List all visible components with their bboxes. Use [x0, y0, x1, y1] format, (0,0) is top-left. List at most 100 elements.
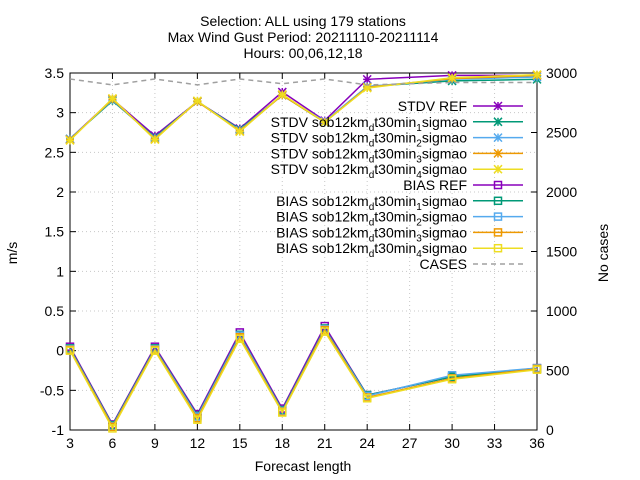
legend-label: BIAS sob12kmdt30min1sigmao [276, 193, 467, 213]
x-tick-label: 33 [487, 435, 503, 451]
y2-tick-label: 3000 [546, 65, 577, 81]
data-point [235, 334, 245, 344]
legend-label: STDV REF [398, 98, 467, 114]
legend-label-part: sigmao [422, 240, 467, 256]
legend-sample-marker [493, 101, 503, 111]
data-point [362, 394, 372, 403]
y-tick-label: 0.5 [45, 303, 65, 319]
legend-label-part: t30min [374, 145, 416, 161]
legend-label-part: sigmao [422, 209, 467, 225]
series-line [69, 330, 538, 430]
legend-label: BIAS REF [403, 177, 467, 193]
data-point [192, 96, 202, 106]
legend-label-part: BIAS sob12km [276, 209, 369, 225]
y-tick-label: 2 [56, 184, 64, 200]
data-point [320, 117, 330, 127]
data-point [278, 408, 287, 417]
x-tick-label: 12 [190, 435, 206, 451]
legend-label-part: 1 [416, 202, 422, 213]
chart-title-line-3: Hours: 00,06,12,18 [243, 45, 362, 61]
legend-label-part: STDV sob12km [271, 145, 369, 161]
y2-axis-label: No cases [595, 224, 611, 282]
legend-label-part: 3 [416, 233, 422, 244]
legend-label-part: sigmao [422, 145, 467, 161]
y-tick-label: 3 [56, 105, 64, 121]
legend-label: BIAS sob12kmdt30min3sigmao [276, 224, 467, 244]
legend-label: STDV sob12kmdt30min1sigmao [271, 114, 468, 134]
y2-tick-label: 1000 [546, 303, 577, 319]
legend-label-part: d [369, 202, 375, 213]
legend-entry: CASES [420, 256, 523, 272]
legend-sample-marker [493, 212, 503, 221]
legend-label-part: t30min [374, 224, 416, 240]
legend-entry: BIAS sob12kmdt30min2sigmao [276, 209, 523, 229]
legend-label-part: d [369, 123, 375, 134]
y2-tick-label: 2000 [546, 184, 577, 200]
x-tick-label: 15 [232, 435, 248, 451]
data-point [277, 89, 287, 99]
data-point [532, 70, 542, 80]
legend-sample-marker [493, 148, 503, 158]
legend-label-part: d [369, 249, 375, 260]
legend-entry: BIAS sob12kmdt30min3sigmao [276, 224, 523, 244]
x-tick-label: 6 [109, 435, 117, 451]
legend-label: STDV sob12kmdt30min3sigmao [271, 145, 468, 165]
x-tick-label: 9 [151, 435, 159, 451]
legend-label-part: t30min [374, 114, 416, 130]
legend-entry: STDV sob12kmdt30min1sigmao [271, 114, 523, 134]
x-tick-label: 30 [444, 435, 460, 451]
y-tick-label: -1 [52, 422, 65, 438]
data-point [320, 327, 329, 336]
data-point [235, 127, 245, 137]
chart-title-line-1: Selection: ALL using 179 stations [200, 13, 406, 29]
legend-sample-marker [493, 117, 503, 127]
data-point [447, 374, 457, 384]
axes: 3 6 9 12 15 18 21 24 27 30 33 36-1-0.500.511.522.53… [40, 65, 577, 451]
legend-label-part: 4 [416, 170, 422, 181]
y2-tick-label: 2500 [546, 125, 577, 141]
legend-label-part: STDV sob12km [271, 114, 369, 130]
legend-entry: STDV sob12kmdt30min4sigmao [271, 161, 523, 181]
y2-tick-label: 0 [546, 422, 554, 438]
y-tick-label: 3.5 [45, 65, 65, 81]
series-bias-9 [65, 327, 542, 433]
x-tick-label: 24 [359, 435, 375, 451]
legend-label-part: t30min [374, 240, 416, 256]
legend-label-part: sigmao [422, 224, 467, 240]
legend-label-part: sigmao [422, 114, 467, 130]
legend-label-part: d [369, 233, 375, 244]
data-point [107, 93, 117, 103]
data-point [447, 73, 457, 83]
y-tick-label: 1 [56, 263, 64, 279]
legend-label-part: 3 [416, 154, 422, 165]
legend-label-part: 2 [416, 218, 422, 229]
data-series [65, 70, 542, 433]
legend-label: BIAS sob12kmdt30min2sigmao [276, 209, 467, 229]
legend-label-part: d [369, 170, 375, 181]
series-line [69, 74, 537, 140]
legend-sample-marker [493, 228, 503, 237]
legend-label-part: t30min [374, 209, 416, 225]
legend-entry: STDV sob12kmdt30min2sigmao [271, 130, 523, 150]
legend-label: STDV sob12kmdt30min2sigmao [271, 130, 468, 150]
legend-sample-marker [493, 164, 503, 174]
legend-sample-marker [493, 180, 503, 190]
data-point [150, 135, 160, 145]
series-cases-10 [69, 78, 537, 86]
legend-label-part: t30min [374, 130, 416, 146]
legend-entry: BIAS REF [403, 177, 523, 193]
y2-tick-label: 1500 [546, 244, 577, 260]
series-line [69, 78, 537, 86]
legend-label-part: t30min [374, 161, 416, 177]
legend-entry: BIAS sob12kmdt30min1sigmao [276, 193, 523, 213]
data-point [150, 346, 160, 355]
y2-tick-label: 500 [546, 363, 570, 379]
data-point [532, 365, 542, 374]
legend-label-part: BIAS sob12km [276, 193, 369, 209]
legend-label-part: d [369, 154, 375, 165]
chart-title-line-2: Max Wind Gust Period: 20211110-20211114 [168, 29, 439, 45]
data-point [108, 424, 117, 433]
